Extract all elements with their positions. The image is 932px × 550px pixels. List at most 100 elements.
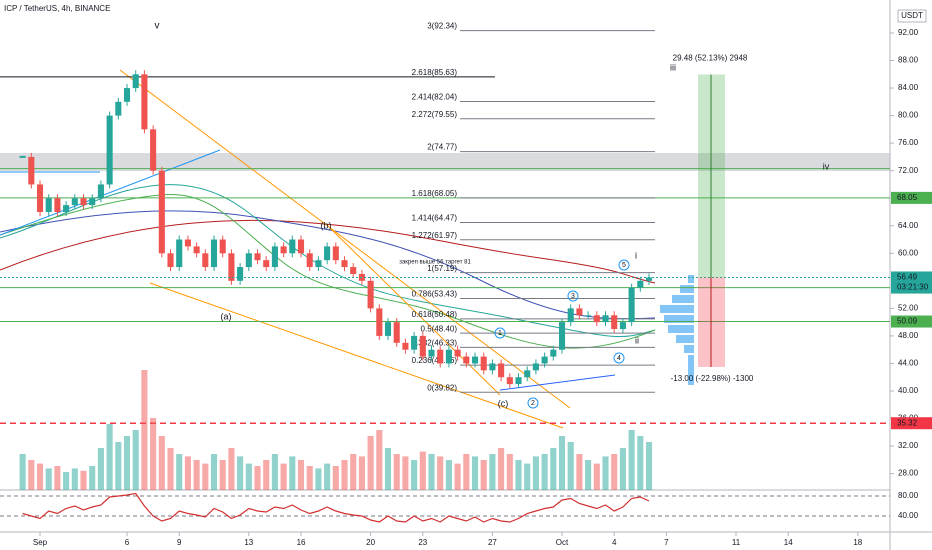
volume-bar [445,460,452,490]
x-tick-label: Oct [556,538,569,547]
y-tick-label: 92.00 [898,28,919,37]
y-tick-label: 44.00 [898,359,919,368]
trendline [499,374,616,391]
candle [437,349,444,364]
candle [228,253,235,281]
volume-bar [306,466,313,490]
annotation: закреп выше 56 таргет 81 [399,260,471,266]
candle [97,184,104,199]
volume-bar [384,448,392,490]
volume-bar [106,424,113,490]
fib-label: 2.618(85.63) [412,68,458,77]
y-tick-label: 52.00 [898,303,919,312]
fib-label: 0.786(53.43) [412,290,458,299]
volume-bar [202,463,209,490]
y-tick-label: 40.00 [898,386,919,395]
candle [36,184,44,212]
volume-bar [123,436,131,490]
fib-label: 1.272(61.97) [412,231,458,240]
x-tick-label: 13 [244,538,253,547]
candle [367,280,374,309]
y-tick-label: 28.00 [898,469,919,478]
volume-bar [63,472,70,490]
candle [289,239,296,254]
candle [384,322,392,336]
y-tick-label: 48.00 [898,331,919,340]
candle [106,115,113,185]
candle [332,246,339,261]
volume-bar [350,454,357,490]
annotation: 2 [531,400,535,407]
rsi-tick-label: 80.00 [898,491,919,500]
volume-bar [541,454,548,490]
volume-bar [585,460,592,490]
volume-bar [454,463,461,490]
candle [71,198,78,206]
volume-bar [271,454,278,490]
candle [341,260,348,268]
position-stop-label: -13.00 (-22.98%) -1300 [671,374,754,383]
fib-label: 3(92.34) [427,22,457,31]
volume-bar [36,463,44,490]
candle [158,170,165,254]
volume-bar [463,454,470,490]
x-tick-label: 7 [664,538,669,547]
candle [28,156,35,185]
x-tick-label: 4 [612,538,617,547]
volume-bar [167,448,174,490]
candle [45,198,52,212]
y-tick-label: 64.00 [898,221,919,230]
volume-profile [660,275,694,385]
annotation: (c) [498,398,509,408]
candle [210,239,218,268]
volume-bar [637,436,644,490]
candle [202,253,209,268]
candle [619,322,626,330]
x-tick-label: 6 [125,538,130,547]
candle [402,342,409,350]
trendline [149,282,564,429]
zone [0,153,890,171]
volume-bar [437,456,444,490]
y-tick-label: 32.00 [898,441,919,450]
x-tick-label: 18 [853,538,862,547]
y-tick-label: 84.00 [898,83,919,92]
x-tick-label: 9 [177,538,182,547]
candle [550,349,557,357]
volume-bar [489,454,496,490]
volume-bar [237,456,244,490]
wave-circle [567,290,579,302]
candle [237,267,244,281]
candle [419,335,426,357]
candle [576,308,583,316]
fib-label: 0.382(46.33) [412,339,458,348]
ma-200 [0,219,656,284]
candle [315,260,322,268]
volume-bar [54,466,61,490]
candle [54,198,61,212]
price-label-box [891,315,932,328]
candle [376,308,383,336]
candle [585,315,592,317]
currency-box [897,9,927,23]
candle [19,155,26,158]
candle [454,349,461,357]
x-tick-label: 16 [297,538,306,547]
annotation: 5 [622,262,626,269]
price-label: 50.09 [897,317,918,326]
wave-circle [618,259,630,271]
volume-bar [324,463,331,490]
candle [558,322,566,350]
candle [567,308,574,323]
volume-bar [228,448,235,490]
volume-bar [550,448,557,490]
volume-bar [471,456,479,490]
volume-bar [176,454,183,490]
symbol: ICP / TetherUS, 4h, BINANCE [4,4,110,13]
y-tick-label: 88.00 [898,56,919,65]
trendline [329,227,501,396]
price-label-box [891,417,932,430]
ma-20 [0,193,656,349]
annotation: 1 [498,330,502,337]
